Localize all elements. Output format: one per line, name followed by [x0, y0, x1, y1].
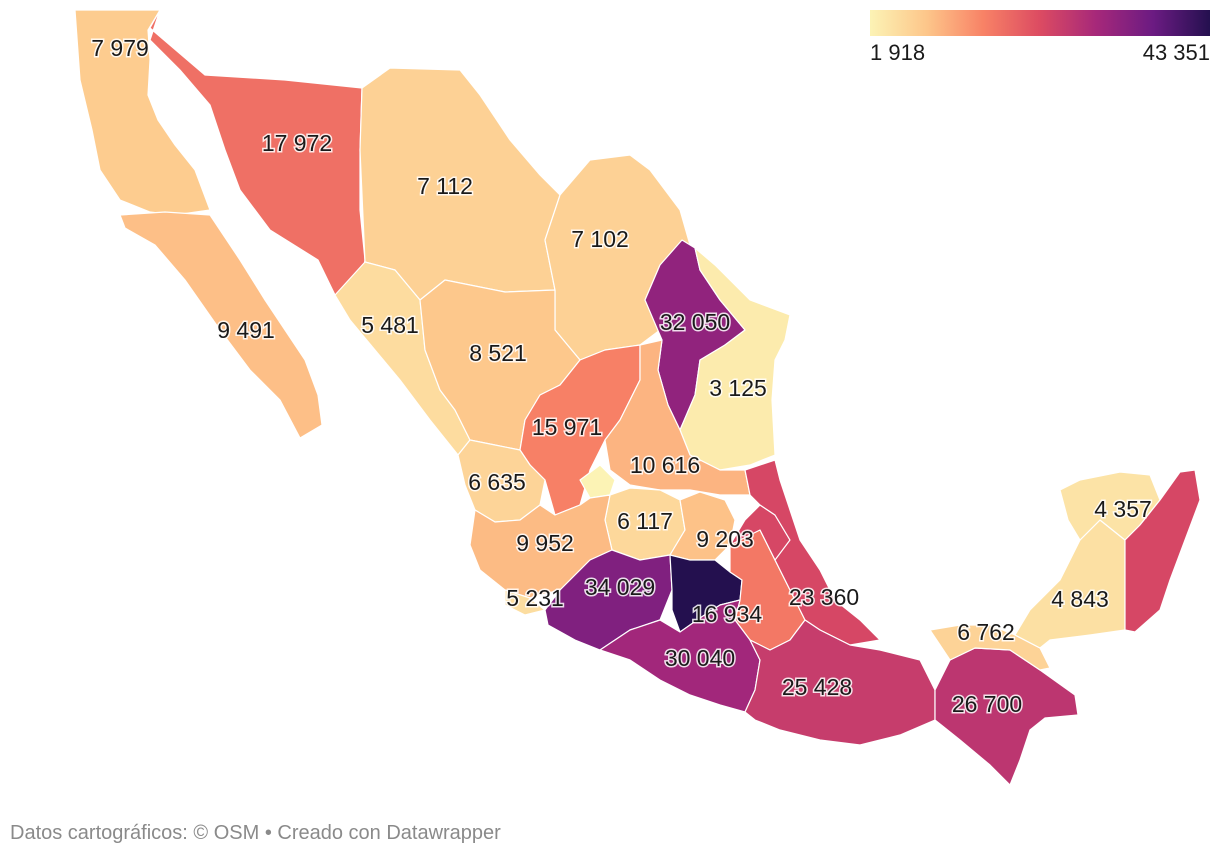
region-value-label: 8 521 [469, 340, 527, 366]
region-jalisco[interactable] [469, 494, 613, 599]
region-colima[interactable] [504, 589, 546, 616]
region-baja-california[interactable] [74, 9, 211, 216]
region-value-label: 9 203 [696, 526, 754, 552]
region-value-label: 9 491 [217, 317, 275, 343]
region-value-label: 4 843 [1051, 586, 1109, 612]
region-value-label: 5 231 [506, 585, 564, 611]
region-nayarit[interactable] [457, 439, 546, 523]
region-value-label: 32 050 [660, 309, 730, 335]
region-value-label: 25 428 [782, 674, 852, 700]
region-michoacan[interactable] [544, 549, 673, 651]
region-value-label: 3 125 [709, 375, 767, 401]
region-value-label: 7 102 [571, 226, 629, 252]
region-value-label: 4 357 [1094, 496, 1152, 522]
region-aguascalientes[interactable] [579, 464, 616, 499]
legend-gradient-bar [870, 10, 1210, 36]
region-value-label: 9 952 [516, 530, 574, 556]
region-value-label: 7 112 [417, 173, 473, 199]
legend-min-label: 1 918 [870, 40, 926, 65]
choropleth-map: 7 979 17 972 9 491 7 112 5 481 7 102 32 050 3 1… [74, 9, 1201, 786]
region-value-label: 17 972 [262, 130, 332, 156]
region-value-label: 6 635 [468, 469, 526, 495]
region-baja-california-sur[interactable] [119, 211, 323, 439]
region-value-label: 23 360 [789, 584, 859, 610]
region-value-label: 7 979 [91, 35, 149, 61]
region-value-label: 5 481 [361, 312, 419, 338]
region-campeche[interactable] [1014, 519, 1126, 649]
region-value-label: 6 117 [617, 508, 673, 534]
footer-credits: Datos cartográficos: © OSM • Creado con … [10, 822, 501, 844]
region-value-label: 10 616 [630, 452, 700, 478]
region-value-label: 6 762 [957, 619, 1015, 645]
region-san-luis-potosi[interactable] [604, 339, 751, 496]
region-value-label: 16 934 [692, 601, 763, 627]
region-value-label: 15 971 [532, 414, 602, 440]
region-quintana-roo[interactable] [1124, 469, 1201, 633]
region-tabasco[interactable] [929, 624, 1051, 671]
legend-max-label: 43 351 [1142, 40, 1210, 65]
region-value-label: 34 029 [585, 574, 655, 600]
region-value-label: 26 700 [952, 691, 1022, 717]
color-legend: 1 918 43 351 [870, 10, 1210, 65]
region-value-label: 30 040 [665, 645, 735, 671]
region-queretaro[interactable] [669, 491, 736, 561]
